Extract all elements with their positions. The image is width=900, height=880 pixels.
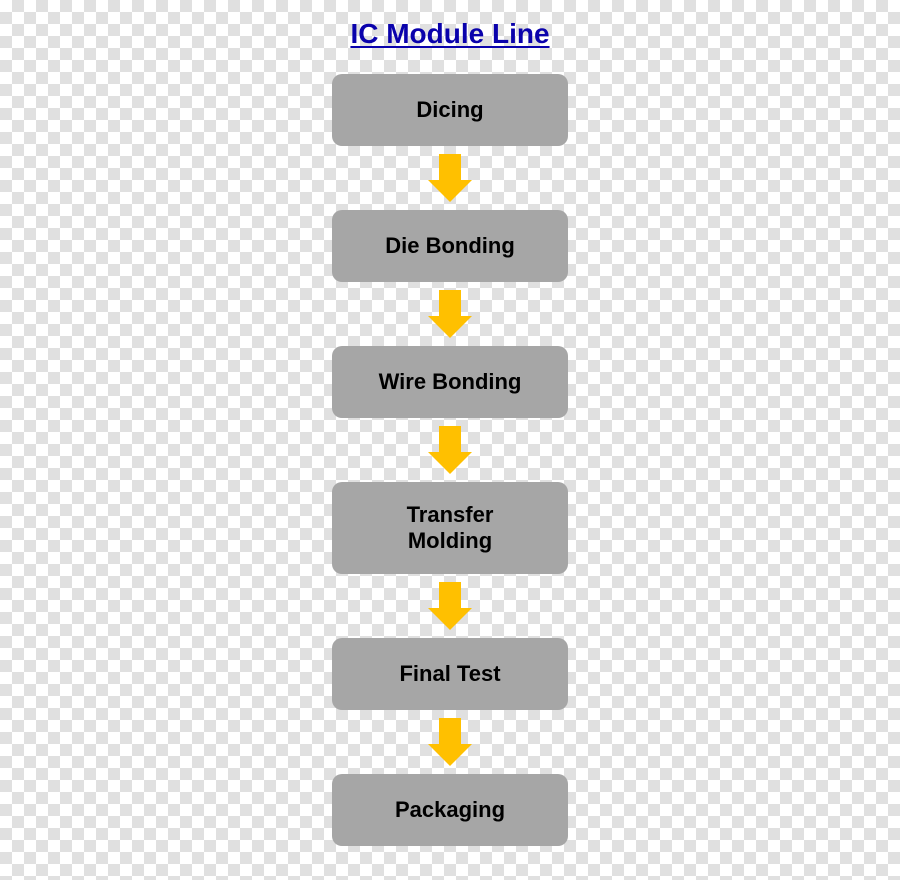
flow-node-wire-bonding: Wire Bonding (332, 346, 568, 418)
diagram-title: IC Module Line (350, 18, 549, 50)
arrow-down-icon (428, 426, 472, 474)
flowchart: Dicing Die Bonding Wire Bonding Transfer Mo… (0, 74, 900, 854)
arrow-down-icon (428, 582, 472, 630)
title-container: IC Module Line (0, 0, 900, 50)
flow-node-dicing: Dicing (332, 74, 568, 146)
flow-node-packaging: Packaging (332, 774, 568, 846)
arrow-down-icon (428, 718, 472, 766)
arrow-down-icon (428, 154, 472, 202)
flow-node-transfer-molding: Transfer Molding (332, 482, 568, 574)
arrow-down-icon (428, 290, 472, 338)
flow-node-final-test: Final Test (332, 638, 568, 710)
flow-node-die-bonding: Die Bonding (332, 210, 568, 282)
